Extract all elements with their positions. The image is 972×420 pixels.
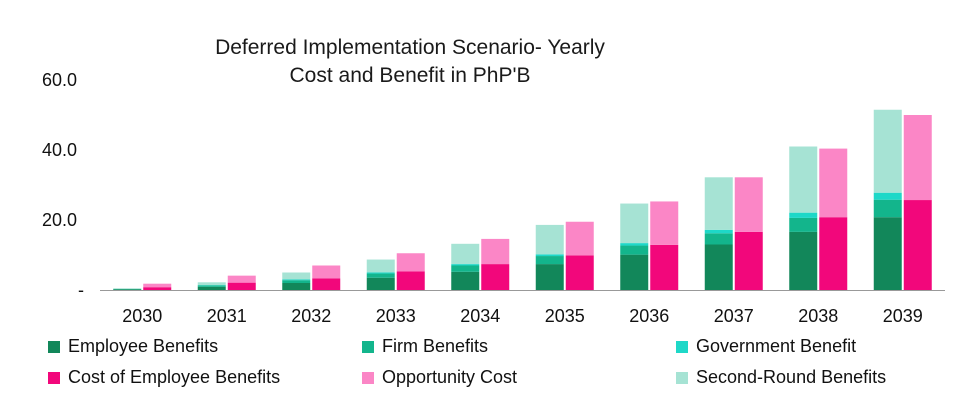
bar-employee-benefits-2033 <box>366 277 395 290</box>
bar-cost-of-employee-benefits-2030 <box>143 287 172 290</box>
bar-employee-benefits-2039 <box>873 217 902 290</box>
x-tick-label: 2038 <box>798 306 838 326</box>
bar-cost-of-employee-benefits-2037 <box>734 231 763 290</box>
bar-employee-benefits-2034 <box>451 271 480 290</box>
bar-employee-benefits-2031 <box>197 286 226 290</box>
bar-firm-benefits-2036 <box>620 245 649 255</box>
bar-cost-of-employee-benefits-2034 <box>481 264 510 290</box>
bar-cost-of-employee-benefits-2038 <box>819 217 848 290</box>
bar-government-benefit-2038 <box>789 212 818 218</box>
bar-second-round-benefits-2034 <box>451 243 480 265</box>
x-tick-label: 2039 <box>883 306 923 326</box>
bar-employee-benefits-2036 <box>620 254 649 290</box>
y-tick-label: - <box>78 280 84 300</box>
bar-firm-benefits-2039 <box>873 199 902 218</box>
bar-government-benefit-2037 <box>704 229 733 234</box>
bar-cost-of-employee-benefits-2032 <box>312 278 341 290</box>
bar-cost-of-employee-benefits-2039 <box>903 200 932 290</box>
bar-firm-benefits-2032 <box>282 280 311 283</box>
bar-firm-benefits-2033 <box>366 273 395 278</box>
bar-second-round-benefits-2035 <box>535 224 564 255</box>
y-tick-label: 40.0 <box>42 140 77 160</box>
bar-opportunity-cost-2035 <box>565 221 594 256</box>
bar-cost-of-employee-benefits-2036 <box>650 244 679 290</box>
bar-opportunity-cost-2030 <box>143 283 172 288</box>
bar-government-benefit-2034 <box>451 264 480 266</box>
bar-opportunity-cost-2036 <box>650 201 679 245</box>
bar-second-round-benefits-2039 <box>873 109 902 193</box>
bar-employee-benefits-2035 <box>535 264 564 290</box>
bar-government-benefit-2035 <box>535 254 564 257</box>
bar-second-round-benefits-2032 <box>282 272 311 280</box>
bar-second-round-benefits-2037 <box>704 177 733 230</box>
bar-opportunity-cost-2039 <box>903 115 932 201</box>
bar-second-round-benefits-2031 <box>197 282 226 286</box>
x-tick-label: 2034 <box>460 306 500 326</box>
bar-firm-benefits-2035 <box>535 256 564 265</box>
chart-title-line-2: Cost and Benefit in PhP'B <box>289 64 531 87</box>
bar-employee-benefits-2037 <box>704 244 733 290</box>
x-tick-label: 2032 <box>291 306 331 326</box>
bar-employee-benefits-2038 <box>789 231 818 290</box>
x-tick-label: 2030 <box>122 306 162 326</box>
bar-opportunity-cost-2038 <box>819 148 848 218</box>
bar-firm-benefits-2037 <box>704 233 733 245</box>
x-tick-label: 2036 <box>629 306 669 326</box>
bar-second-round-benefits-2036 <box>620 203 649 244</box>
chart-title-line-1: Deferred Implementation Scenario- Yearly <box>215 36 605 59</box>
bar-second-round-benefits-2030 <box>113 288 142 289</box>
bar-firm-benefits-2034 <box>451 265 480 272</box>
y-tick-label: 60.0 <box>42 70 77 90</box>
bar-opportunity-cost-2033 <box>396 253 425 272</box>
bar-government-benefit-2036 <box>620 243 649 246</box>
bar-opportunity-cost-2032 <box>312 265 341 279</box>
bar-second-round-benefits-2038 <box>789 146 818 213</box>
bar-firm-benefits-2038 <box>789 217 818 232</box>
x-tick-label: 2031 <box>207 306 247 326</box>
bar-second-round-benefits-2033 <box>366 259 395 273</box>
bar-government-benefit-2039 <box>873 192 902 200</box>
x-tick-label: 2035 <box>545 306 585 326</box>
bar-firm-benefits-2031 <box>197 285 226 287</box>
bar-opportunity-cost-2031 <box>227 275 256 283</box>
y-tick-label: 20.0 <box>42 210 77 230</box>
x-tick-label: 2033 <box>376 306 416 326</box>
bar-cost-of-employee-benefits-2033 <box>396 271 425 290</box>
bar-government-benefit-2033 <box>366 272 395 274</box>
bar-employee-benefits-2030 <box>113 289 142 290</box>
bar-opportunity-cost-2037 <box>734 177 763 232</box>
bar-cost-of-employee-benefits-2035 <box>565 255 594 290</box>
bar-employee-benefits-2032 <box>282 283 311 290</box>
bar-government-benefit-2032 <box>282 279 311 281</box>
x-tick-label: 2037 <box>714 306 754 326</box>
bar-cost-of-employee-benefits-2031 <box>227 282 256 290</box>
bar-opportunity-cost-2034 <box>481 238 510 265</box>
